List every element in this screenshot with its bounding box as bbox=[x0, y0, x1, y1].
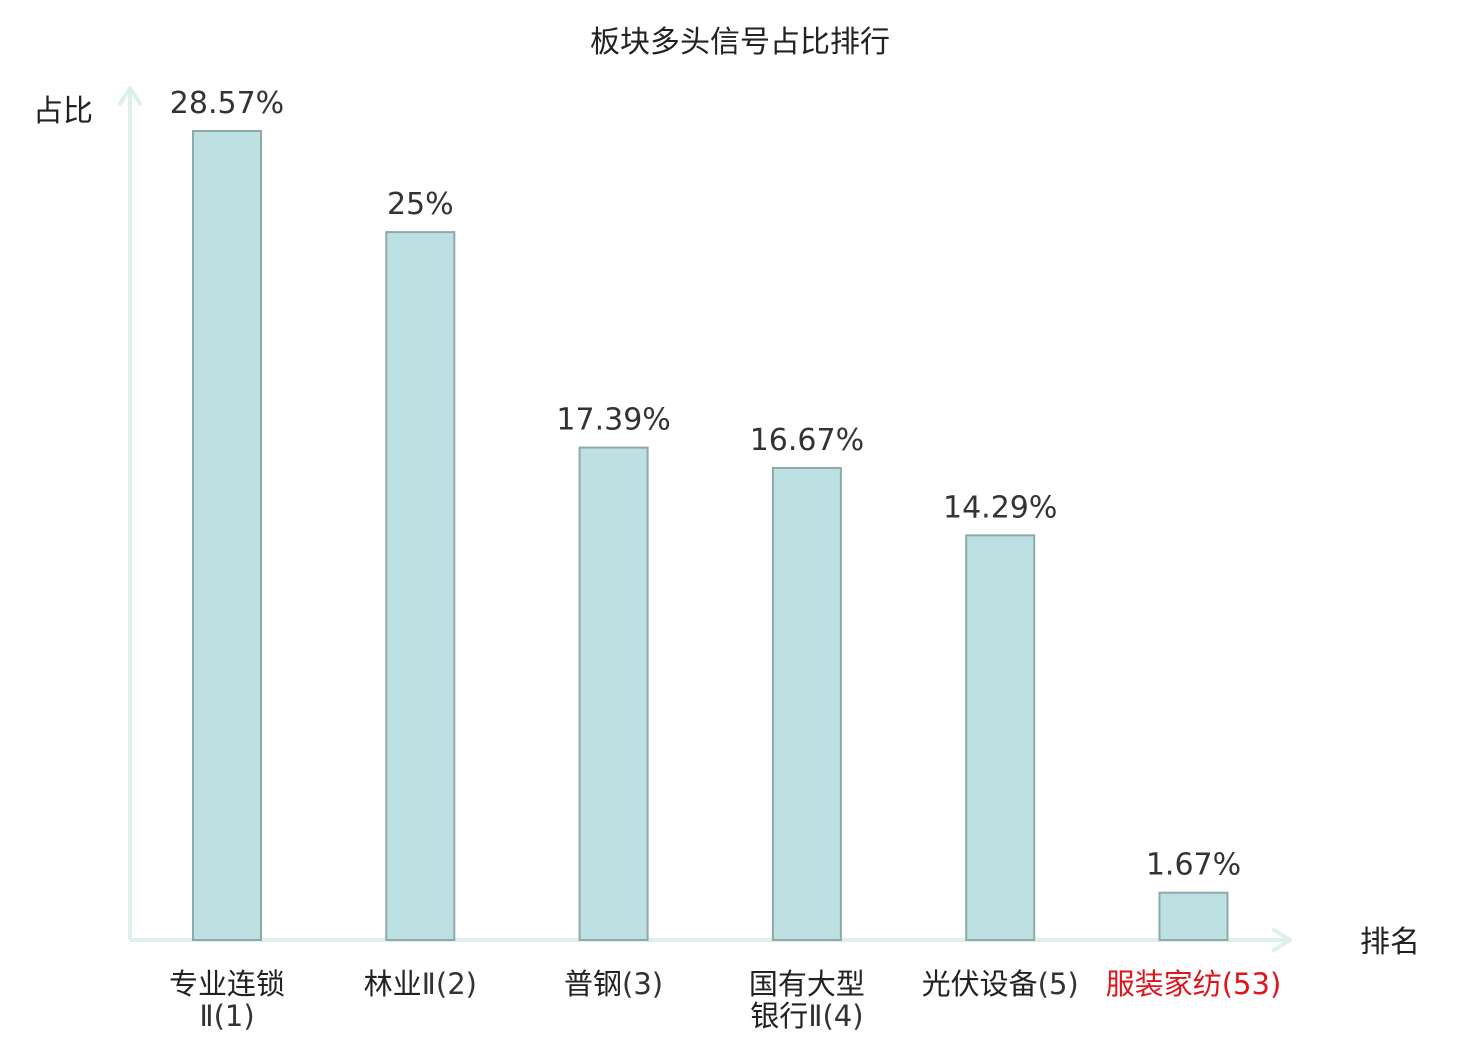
x-tick-label: 普钢(3) bbox=[564, 967, 663, 1001]
data-label: 17.39% bbox=[556, 403, 670, 438]
x-tick-label-rank: (3) bbox=[622, 967, 663, 1001]
data-label: 25% bbox=[387, 187, 454, 222]
bars-group bbox=[192, 130, 1229, 942]
x-axis-arrow bbox=[1272, 928, 1292, 952]
x-tick-label-rank: (53) bbox=[1222, 967, 1282, 1001]
bar bbox=[771, 466, 842, 941]
x-tick-label-main: 银行 bbox=[750, 999, 808, 1033]
x-tick-label: 林业Ⅱ(2) bbox=[364, 967, 477, 1001]
x-tick-label-main: 专业连锁 bbox=[169, 967, 285, 1001]
x-tick-label-main: 服装家纺 bbox=[1106, 967, 1222, 1001]
x-tick-label-main: 林业 bbox=[364, 967, 422, 1001]
bar bbox=[192, 130, 262, 941]
axes bbox=[118, 86, 1292, 952]
chart-title: 板块多头信号占比排行 bbox=[590, 25, 890, 60]
x-tick-label: 国有大型 bbox=[749, 967, 865, 1001]
x-tick-label: 服装家纺(53) bbox=[1106, 967, 1282, 1001]
x-tick-label-rank: (5) bbox=[1038, 967, 1079, 1001]
data-label: 1.67% bbox=[1146, 848, 1241, 883]
x-axis-label: 排名 bbox=[1360, 925, 1420, 960]
bar bbox=[965, 534, 1036, 941]
x-tick-label-main: 光伏设备 bbox=[922, 967, 1038, 1001]
bar bbox=[385, 231, 456, 941]
x-tick-label-main: 国有大型 bbox=[749, 967, 865, 1001]
x-tick-label-rank: Ⅱ(1) bbox=[199, 999, 254, 1033]
y-axis-arrow bbox=[118, 86, 142, 106]
x-tick-label: Ⅱ(1) bbox=[199, 999, 254, 1033]
value-labels-group: 28.57% 25% 17.39% 16.67% 14.29% 1.67% bbox=[170, 86, 1241, 883]
x-tick-label-main: 普钢 bbox=[564, 967, 622, 1001]
data-label: 28.57% bbox=[170, 86, 284, 121]
y-axis-label: 占比 bbox=[33, 94, 93, 129]
bar bbox=[1158, 891, 1229, 942]
data-label: 14.29% bbox=[943, 490, 1057, 525]
bar bbox=[578, 446, 649, 941]
x-tick-label-rank: Ⅱ(4) bbox=[808, 999, 863, 1033]
x-tick-label-rank: Ⅱ(2) bbox=[422, 967, 477, 1001]
data-label: 16.67% bbox=[750, 423, 864, 458]
x-tick-label: 银行Ⅱ(4) bbox=[750, 999, 863, 1033]
x-tick-label: 专业连锁 bbox=[169, 967, 285, 1001]
x-tick-label: 光伏设备(5) bbox=[922, 967, 1079, 1001]
